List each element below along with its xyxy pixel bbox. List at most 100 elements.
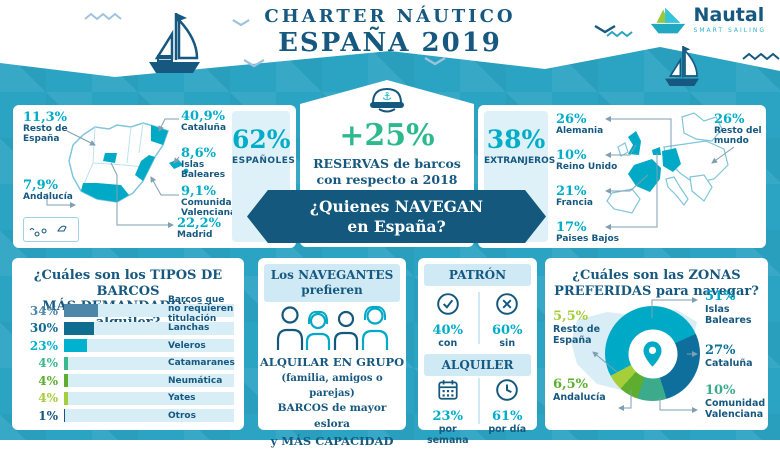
region-value: 7,9% <box>23 178 58 193</box>
nationals-value: 62% <box>232 125 291 154</box>
country-highlight-netherlands <box>652 147 661 155</box>
bar-value-label: 4% <box>38 373 58 388</box>
region-highlight-cataluna <box>151 125 168 145</box>
chevron-wave-icon <box>232 19 250 27</box>
patron-without-label: sin <box>499 338 516 349</box>
region-callout: 22,2% Madrid <box>177 216 227 241</box>
bar-row: 4% Neumática <box>22 373 234 388</box>
x-circle-icon <box>496 293 519 315</box>
country-value: 21% <box>556 184 587 199</box>
country-value: 10% <box>556 148 587 163</box>
zigzag-wave-icon <box>606 30 633 38</box>
banner-line1: ¿Quienes NAVEGAN <box>309 197 484 217</box>
skipper-rental-panel: PATRÓN 40% con 60% sin ALQUILER <box>418 258 537 446</box>
zone-callout: 5,5% Resto de España <box>553 309 605 347</box>
region-value: 8,6% <box>181 146 216 161</box>
bar-category-label: Otros <box>168 410 196 421</box>
logo-name: Nautal <box>693 4 765 26</box>
bar-category-label: Yates <box>168 393 196 403</box>
bar-row: 4% Catamaranes <box>22 356 235 370</box>
donut-hole <box>628 329 677 378</box>
region-highlight-andalucia <box>81 183 129 202</box>
bar-track: Veleros <box>64 339 234 352</box>
bar-category-label: Lanchas <box>168 323 210 333</box>
location-pin-icon <box>643 340 662 367</box>
bar-category-label: Neumática <box>168 375 223 386</box>
page-title-line2: ESPAÑA 2019 <box>278 28 502 58</box>
bar-fill <box>64 321 94 335</box>
region-callout: 11,3% Resto de España <box>23 110 77 145</box>
bar-category-label: Veleros <box>168 340 206 351</box>
bar-fill <box>64 374 68 387</box>
alquiler-week-label: por semana <box>426 424 469 446</box>
preferences-line3: BARCOS de mayor eslora <box>277 402 387 430</box>
bar-track: Catamaranes <box>64 356 235 370</box>
zone-label: Islas Baleares <box>705 303 752 326</box>
bar-row: 4% Yates <box>22 391 234 405</box>
region-value: 22,2% <box>177 216 222 231</box>
bar-track: Otros <box>64 409 234 422</box>
chevron-wave-icon <box>594 24 616 34</box>
country-callout: 21% Francia <box>556 184 593 209</box>
preferences-text: ALQUILAR EN GRUPO (familia, amigos o par… <box>258 354 406 450</box>
country-callout: 26% Resto del mundo <box>714 112 762 147</box>
paper-boat-logo-icon <box>650 7 685 34</box>
bar-category-label: Catamaranes <box>168 358 235 368</box>
zone-value: 5,5% <box>553 309 588 324</box>
region-label: Madrid <box>177 230 213 241</box>
region-callout: 40,9% Cataluña <box>181 109 231 134</box>
region-label: Cataluña <box>181 123 227 134</box>
bar-row: 34% Barcos que no requieren titulación <box>22 295 234 324</box>
canary-islands-inset <box>23 217 79 242</box>
zones-panel: ¿Cuáles son las ZONAS PREFERIDAS para na… <box>545 258 768 430</box>
alquiler-day-value: 61% <box>492 409 523 424</box>
zone-callout: 51% Islas Baleares <box>705 289 763 327</box>
bar-track: Barcos que no requieren titulación <box>64 295 234 324</box>
patron-without: 60% sin <box>478 292 538 349</box>
bar-fill <box>64 409 65 422</box>
zones-title-line2: PREFERIDAS para navegar? <box>554 283 759 299</box>
logo-tagline: SMART SAILING <box>693 27 766 34</box>
alquiler-row: 23% por semana 61% por día <box>418 378 537 446</box>
country-callout: 17% Paises Bajos <box>556 220 619 245</box>
captain-hat-icon: ⚓ <box>370 87 404 113</box>
nautal-logo: Nautal SMART SAILING <box>647 6 766 36</box>
preferences-title-line2: prefieren <box>301 283 363 297</box>
people-group-icon <box>276 305 389 350</box>
country-highlight-uk <box>628 131 641 155</box>
zone-value: 10% <box>705 383 736 398</box>
preferences-line2: (familia, amigos o parejas) <box>281 373 383 400</box>
zone-callout: 6,5% Andalucía <box>553 377 606 404</box>
patron-with: 40% con <box>418 292 478 349</box>
page-title: CHARTER NÁUTICO ESPAÑA 2019 <box>0 6 780 58</box>
reservations-line1: RESERVAS de barcos <box>313 156 461 171</box>
country-callout: 10% Reino Unido <box>556 148 617 173</box>
bar-track: Lanchas <box>64 321 234 335</box>
country-label: Alemania <box>556 126 604 137</box>
spain-map <box>68 122 189 203</box>
country-value: 26% <box>714 112 745 127</box>
alquiler-day-label: por día <box>488 424 527 435</box>
zone-callout: 10% Comunidad Valenciana <box>705 383 765 421</box>
sailboat-icon <box>149 13 200 73</box>
region-label: Comunidad Valenciana <box>181 198 239 219</box>
bar-fill <box>64 304 98 317</box>
zone-value: 51% <box>705 289 736 304</box>
region-highlight-valenciana <box>135 155 155 181</box>
bar-track: Neumática <box>64 374 234 387</box>
zone-label: Resto de España <box>553 323 601 346</box>
bar-row: 30% Lanchas <box>22 321 234 335</box>
reservations-value: +25% <box>339 118 435 153</box>
sailboat-icon <box>665 46 699 86</box>
bar-value-label: 1% <box>38 408 58 423</box>
preferences-line1: ALQUILAR EN GRUPO <box>259 355 405 369</box>
anchor-icon: ⚓ <box>382 90 392 103</box>
alquiler-day: 61% por día <box>478 378 538 446</box>
bar-fill <box>64 339 87 352</box>
zone-label: Cataluña <box>705 357 753 369</box>
reservations-line2: con respecto a 2018 <box>316 172 458 187</box>
bar-value-label: 30% <box>29 321 58 335</box>
patron-row: 40% con 60% sin <box>418 292 537 349</box>
country-callout: 26% Alemania <box>556 112 604 137</box>
nationals-panel: 11,3% Resto de España 7,9% Andalucía 40,… <box>13 105 296 248</box>
